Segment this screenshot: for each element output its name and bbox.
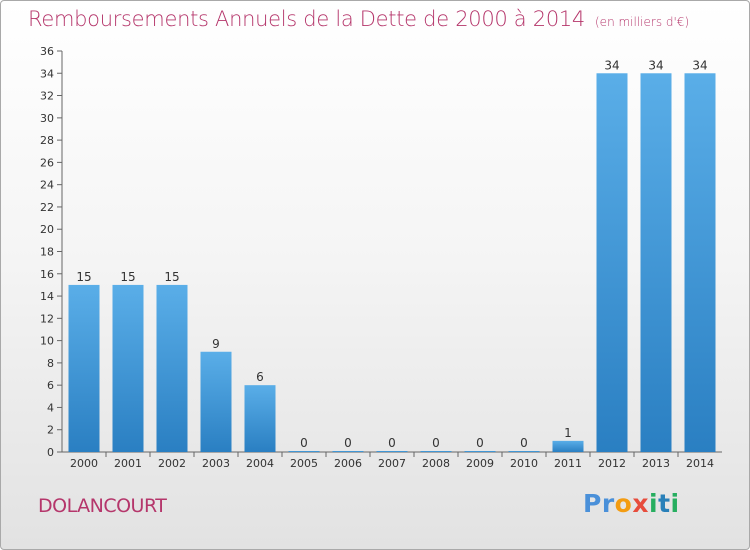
- x-tick-label: 2011: [554, 457, 582, 470]
- chart-unit: (en milliers d'€): [595, 15, 690, 29]
- chart-title-text: Remboursements Annuels de la Dette de 20…: [28, 7, 585, 31]
- bar-value-label: 34: [604, 58, 619, 72]
- x-tick-label: 2006: [334, 457, 362, 470]
- bar-value-label: 9: [212, 337, 220, 351]
- x-tick-label: 2001: [114, 457, 142, 470]
- y-tick-label: 6: [47, 379, 54, 392]
- y-tick-label: 34: [40, 67, 54, 80]
- bar: [376, 451, 408, 452]
- y-tick-label: 20: [40, 223, 54, 236]
- bar-value-label: 0: [476, 436, 484, 450]
- y-tick-label: 18: [40, 246, 54, 259]
- bar-value-label: 0: [344, 436, 352, 450]
- bar: [464, 451, 496, 452]
- y-tick-label: 22: [40, 201, 54, 214]
- y-tick-label: 12: [40, 312, 54, 325]
- bar: [684, 73, 716, 453]
- chart-title: Remboursements Annuels de la Dette de 20…: [28, 7, 689, 31]
- x-tick-label: 2014: [686, 457, 714, 470]
- y-tick-label: 0: [47, 446, 54, 459]
- bar-value-label: 0: [432, 436, 440, 450]
- y-tick-label: 2: [47, 424, 54, 437]
- logo-letter: i: [670, 489, 680, 518]
- bar-value-label: 15: [164, 270, 179, 284]
- y-tick-label: 32: [40, 90, 54, 103]
- bar: [244, 385, 276, 452]
- logo-letter: r: [601, 489, 615, 518]
- bar-value-label: 34: [692, 58, 707, 72]
- y-tick-label: 8: [47, 357, 54, 370]
- bar: [420, 451, 452, 452]
- x-tick-label: 2010: [510, 457, 538, 470]
- proxiti-logo: Proxiti: [583, 489, 680, 518]
- bar: [68, 284, 100, 452]
- y-tick-label: 14: [40, 290, 54, 303]
- x-tick-label: 2008: [422, 457, 450, 470]
- bar: [112, 284, 144, 452]
- bar-value-label: 15: [120, 270, 135, 284]
- y-tick-label: 16: [40, 268, 54, 281]
- bar-value-label: 0: [388, 436, 396, 450]
- x-tick-label: 2009: [466, 457, 494, 470]
- bar-value-label: 6: [256, 370, 264, 384]
- y-tick-label: 4: [47, 401, 54, 414]
- bar: [508, 451, 540, 452]
- y-tick-label: 36: [40, 45, 54, 58]
- bar: [200, 351, 232, 452]
- bar-value-label: 0: [300, 436, 308, 450]
- bar-value-label: 15: [76, 270, 91, 284]
- x-tick-label: 2004: [246, 457, 274, 470]
- y-tick-label: 24: [40, 179, 54, 192]
- y-tick-label: 10: [40, 335, 54, 348]
- logo-letter: x: [632, 489, 649, 518]
- x-tick-label: 2002: [158, 457, 186, 470]
- commune-name: DOLANCOURT: [38, 495, 167, 517]
- bar: [156, 284, 188, 452]
- logo-letter: i: [649, 489, 659, 518]
- y-tick-label: 26: [40, 156, 54, 169]
- x-tick-label: 2003: [202, 457, 230, 470]
- bar: [596, 73, 628, 453]
- x-tick-label: 2005: [290, 457, 318, 470]
- bar: [552, 440, 584, 452]
- x-tick-label: 2012: [598, 457, 626, 470]
- bar: [640, 73, 672, 453]
- x-tick-label: 2000: [70, 457, 98, 470]
- y-tick-label: 30: [40, 112, 54, 125]
- logo-letter: t: [658, 489, 671, 518]
- logo-letter: o: [614, 489, 633, 518]
- y-tick-label: 28: [40, 134, 54, 147]
- bar: [332, 451, 364, 452]
- bar: [288, 451, 320, 452]
- x-tick-label: 2013: [642, 457, 670, 470]
- x-tick-label: 2007: [378, 457, 406, 470]
- logo-letter: P: [583, 489, 602, 518]
- bar-value-label: 1: [564, 426, 572, 440]
- bar-value-label: 34: [648, 58, 663, 72]
- bar-value-label: 0: [520, 436, 528, 450]
